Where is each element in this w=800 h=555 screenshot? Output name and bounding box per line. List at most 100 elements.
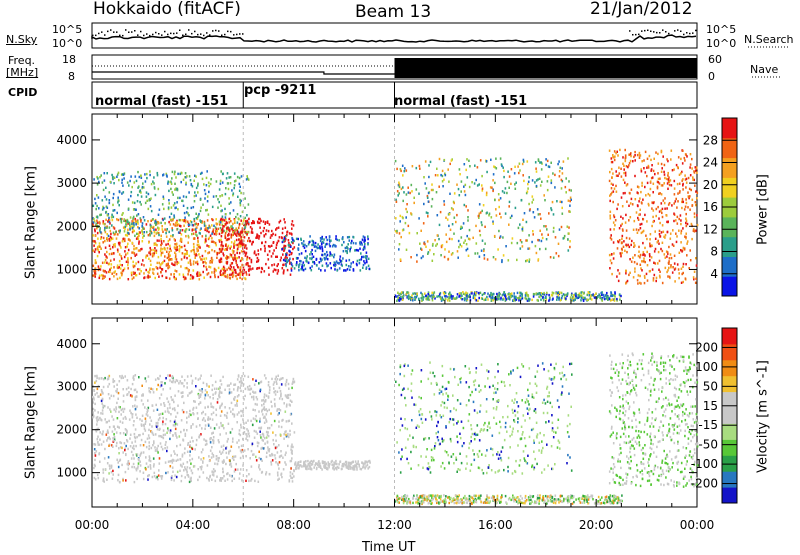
power-echo — [580, 299, 582, 301]
power-echo — [514, 295, 516, 297]
power-echo — [449, 213, 451, 215]
power-echo — [219, 195, 221, 197]
power-echo — [621, 242, 623, 244]
power-echo — [131, 223, 133, 225]
velocity-echo — [187, 451, 189, 453]
velocity-echo — [169, 403, 171, 405]
power-echo — [646, 238, 648, 240]
power-echo — [696, 264, 698, 266]
power-echo — [172, 229, 174, 231]
power-echo — [486, 160, 488, 162]
velocity-echo — [170, 460, 172, 462]
power-colorbar-segment — [722, 177, 737, 197]
velocity-echo — [131, 466, 133, 468]
power-echo — [193, 269, 195, 271]
power-echo — [617, 269, 619, 271]
power-echo — [259, 235, 261, 237]
power-echo — [678, 268, 680, 270]
velocity-echo — [198, 378, 200, 380]
power-echo — [646, 175, 648, 177]
power-echo — [634, 175, 636, 177]
power-echo — [188, 270, 190, 272]
velocity-echo — [176, 454, 178, 456]
velocity-echo — [282, 457, 284, 459]
power-echo — [656, 277, 658, 279]
velocity-echo — [148, 474, 150, 476]
power-echo — [686, 254, 688, 256]
velocity-echo — [215, 409, 217, 411]
velocity-echo — [285, 463, 287, 465]
velocity-echo — [113, 408, 115, 410]
power-echo — [342, 236, 344, 238]
power-echo — [287, 231, 289, 233]
power-echo — [466, 235, 468, 237]
power-echo — [406, 169, 408, 171]
power-echo — [458, 246, 460, 248]
velocity-echo — [228, 451, 230, 453]
power-echo — [541, 181, 543, 183]
power-echo — [236, 252, 238, 254]
power-echo — [97, 255, 99, 257]
power-echo — [652, 268, 654, 270]
velocity-echo — [211, 479, 213, 481]
velocity-echo — [93, 443, 95, 445]
velocity-echo — [187, 444, 189, 446]
power-echo — [146, 223, 148, 225]
velocity-echo — [160, 475, 162, 477]
power-echo — [611, 262, 613, 264]
velocity-echo — [165, 441, 167, 443]
power-echo — [139, 201, 141, 203]
power-echo — [367, 243, 369, 245]
power-echo — [628, 274, 630, 276]
velocity-echo — [227, 440, 229, 442]
power-echo — [137, 268, 139, 270]
power-echo — [263, 227, 265, 229]
power-colorbar-segment — [722, 276, 737, 296]
velocity-echo — [179, 458, 181, 460]
power-echo — [299, 253, 301, 255]
power-echo — [298, 269, 300, 271]
velocity-echo — [169, 374, 171, 376]
velocity-echo — [94, 477, 96, 479]
power-echo — [239, 252, 241, 254]
power-echo — [532, 230, 534, 232]
velocity-echo — [114, 436, 116, 438]
power-echo — [131, 186, 133, 188]
power-echo — [221, 243, 223, 245]
power-echo — [104, 229, 106, 231]
power-echo — [639, 157, 641, 159]
power-echo — [518, 227, 520, 229]
nsearch-dot — [140, 31, 142, 33]
power-echo — [169, 254, 171, 256]
power-echo — [679, 191, 681, 193]
power-echo — [190, 274, 192, 276]
power-echo — [548, 176, 550, 178]
power-echo — [185, 277, 187, 279]
power-echo — [169, 245, 171, 247]
velocity-echo — [209, 460, 211, 462]
power-echo — [641, 182, 643, 184]
freq-trace — [92, 72, 395, 74]
power-echo — [256, 261, 258, 263]
power-echo — [162, 203, 164, 205]
velocity-echo — [167, 471, 169, 473]
velocity-echo — [245, 433, 247, 435]
velocity-echo — [148, 441, 150, 443]
velocity-echo — [231, 391, 233, 393]
power-echo — [638, 255, 640, 257]
power-echo — [695, 282, 697, 284]
velocity-echo — [235, 463, 237, 465]
power-echo — [206, 177, 208, 179]
power-echo — [664, 197, 666, 199]
power-echo — [107, 214, 109, 216]
power-echo — [364, 239, 366, 241]
y-tick-label: 3000 — [56, 176, 87, 190]
velocity-echo — [230, 382, 232, 384]
power-echo — [153, 254, 155, 256]
power-echo — [416, 296, 418, 298]
velocity-echo — [254, 480, 256, 482]
velocity-echo — [184, 466, 186, 468]
velocity-echo — [171, 460, 173, 462]
power-echo — [127, 243, 129, 245]
power-echo — [477, 252, 479, 254]
